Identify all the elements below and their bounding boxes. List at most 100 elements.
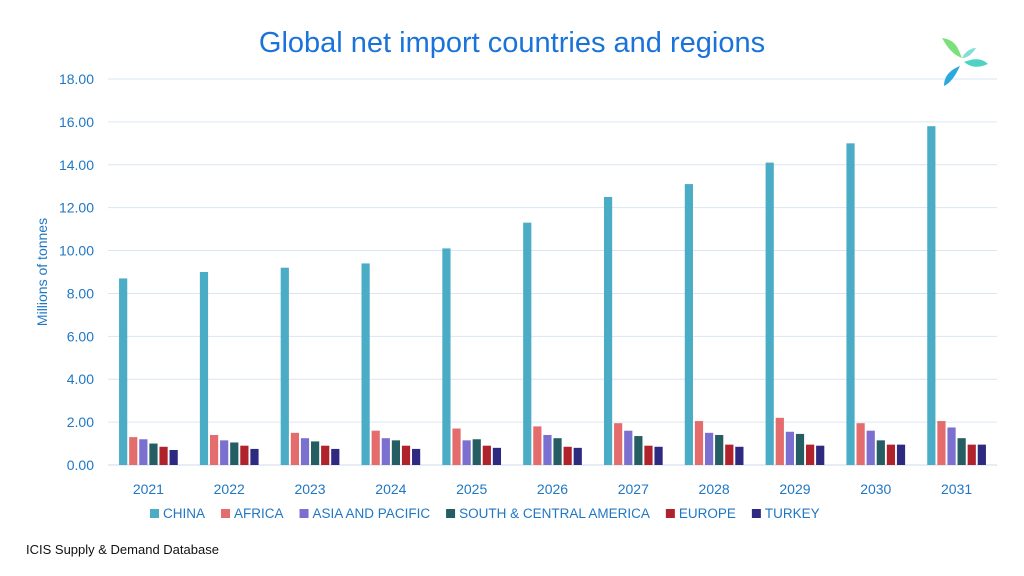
bar-china-2024 [361, 263, 370, 465]
bar-africa-2030 [856, 423, 865, 465]
bar-turkey-2022 [250, 448, 259, 465]
legend-label: TURKEY [765, 506, 820, 521]
legend-swatch [446, 509, 456, 518]
bar-europe-2029 [806, 444, 815, 465]
bar-turkey-2025 [492, 447, 502, 465]
bar-turkey-2027 [654, 446, 663, 465]
bar-africa-2031 [937, 421, 946, 465]
x-tick-label: 2023 [294, 481, 325, 497]
y-tick-label: 6.00 [67, 328, 94, 344]
bar-asia-and-pacific-2023 [300, 438, 310, 465]
bar-turkey-2023 [331, 448, 340, 465]
legend-label: ASIA AND PACIFIC [313, 506, 431, 521]
bar-south-central-america-2024 [391, 440, 401, 465]
legend-swatch [221, 509, 231, 518]
bar-turkey-2031 [977, 444, 986, 465]
x-tick-label: 2021 [133, 481, 164, 497]
bar-asia-and-pacific-2026 [543, 434, 552, 465]
chart-title: Global net import countries and regions [259, 27, 765, 59]
bar-china-2025 [442, 248, 451, 465]
bar-asia-and-pacific-2029 [785, 431, 795, 465]
bar-europe-2028 [725, 444, 734, 465]
y-tick-label: 0.00 [67, 457, 94, 473]
bar-south-central-america-2027 [634, 436, 643, 465]
bar-turkey-2024 [412, 448, 421, 465]
bar-china-2021 [119, 278, 128, 465]
y-tick-label: 10.00 [59, 243, 94, 259]
bar-china-2029 [765, 162, 774, 465]
bar-south-central-america-2029 [795, 433, 805, 465]
bar-asia-and-pacific-2024 [381, 438, 390, 465]
x-tick-label: 2030 [860, 481, 891, 497]
legend-item: SOUTH & CENTRAL AMERICA [446, 506, 650, 521]
bar-europe-2023 [321, 445, 330, 465]
bar-asia-and-pacific-2030 [866, 430, 875, 465]
bar-europe-2030 [886, 444, 896, 465]
bar-africa-2028 [694, 421, 704, 465]
legend-item: CHINA [150, 506, 205, 521]
bar-china-2028 [684, 184, 693, 466]
bar-south-central-america-2026 [553, 438, 562, 465]
bar-africa-2022 [209, 434, 219, 465]
bar-china-2026 [523, 222, 532, 465]
bar-europe-2025 [482, 445, 491, 465]
legend-label: SOUTH & CENTRAL AMERICA [459, 506, 650, 521]
y-tick-label: 18.00 [59, 71, 94, 87]
bar-africa-2026 [533, 426, 542, 465]
bar-china-2022 [199, 272, 209, 465]
bar-south-central-america-2030 [876, 440, 885, 465]
bar-asia-and-pacific-2021 [139, 439, 148, 465]
bar-turkey-2026 [573, 447, 582, 465]
bar-turkey-2029 [816, 445, 825, 465]
source-note: ICIS Supply & Demand Database [26, 542, 219, 557]
bar-europe-2024 [401, 445, 411, 465]
legend-swatch [299, 509, 309, 518]
bar-asia-and-pacific-2025 [462, 440, 471, 465]
bar-south-central-america-2021 [149, 443, 158, 465]
bar-europe-2021 [159, 446, 168, 465]
bar-europe-2022 [240, 445, 249, 465]
x-tick-label: 2025 [456, 481, 487, 497]
bar-china-2031 [927, 126, 936, 465]
legend-item: AFRICA [221, 506, 284, 521]
x-tick-label: 2031 [941, 481, 972, 497]
y-tick-label: 14.00 [59, 157, 94, 173]
legend-swatch [665, 509, 675, 518]
bar-turkey-2030 [896, 444, 906, 465]
x-tick-label: 2029 [779, 481, 810, 497]
bar-europe-2026 [563, 446, 572, 465]
legend-item: ASIA AND PACIFIC [299, 506, 431, 521]
bar-south-central-america-2028 [715, 434, 724, 465]
icis-logo-icon [942, 38, 988, 86]
bar-china-2027 [603, 196, 613, 465]
x-tick-label: 2024 [375, 481, 406, 497]
legend-item: EUROPE [665, 506, 736, 521]
bar-south-central-america-2031 [957, 438, 966, 465]
bar-europe-2031 [967, 444, 976, 465]
y-tick-label: 8.00 [67, 285, 94, 301]
bar-africa-2027 [614, 423, 623, 465]
bar-africa-2029 [775, 417, 784, 465]
y-tick-label: 4.00 [67, 371, 94, 387]
bar-europe-2027 [644, 445, 653, 465]
bar-africa-2025 [452, 428, 461, 465]
gridlines [108, 78, 997, 466]
legend-label: AFRICA [234, 506, 284, 521]
y-tick-label: 12.00 [59, 200, 94, 216]
y-tick-label: 2.00 [67, 414, 94, 430]
legend-label: EUROPE [679, 506, 736, 521]
bar-south-central-america-2022 [230, 442, 239, 465]
bars [119, 126, 986, 466]
bar-africa-2021 [129, 437, 138, 465]
x-tick-labels: 2021 2022 2023 2024 2025 2026 2027 2028 2029 2030… [133, 481, 973, 497]
x-tick-label: 2028 [699, 481, 730, 497]
legend-swatch [751, 509, 761, 518]
y-axis-label: Millions of tonnes [34, 218, 50, 326]
bar-asia-and-pacific-2028 [704, 432, 714, 465]
x-tick-label: 2027 [618, 481, 649, 497]
legend-item: TURKEY [751, 506, 820, 521]
bar-africa-2023 [290, 432, 299, 465]
y-tick-labels: 0.00 2.00 4.00 6.00 8.00 10.00 12.00 14.00 16.00… [59, 71, 94, 473]
legend: CHINA AFRICA ASIA AND PACIFIC SOUTH & CENTR… [150, 506, 820, 521]
x-tick-label: 2022 [214, 481, 245, 497]
